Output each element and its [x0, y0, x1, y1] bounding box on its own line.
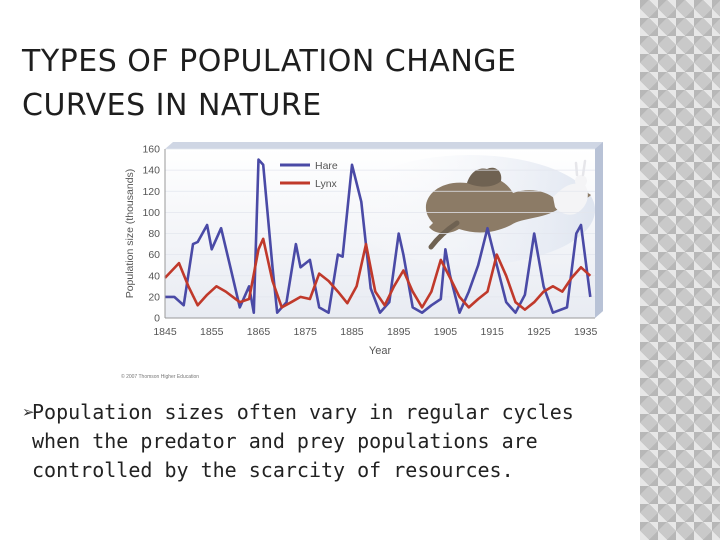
hare-lynx-chart: 0 20 40 60 80 100 120 140 160 1845 1855 1865 1875 188… [115, 135, 610, 385]
x-axis-label: Year [369, 345, 392, 357]
slide-title-line-1: TYPES OF POPULATION CHANGE [22, 44, 517, 79]
lynx-chasing-hare-illustration [345, 155, 595, 265]
bullet-arrow-icon: ➢ [22, 403, 35, 421]
decorative-pattern-strip [640, 0, 720, 540]
y-tick-label: 120 [142, 186, 160, 198]
y-tick-label: 160 [142, 144, 160, 156]
x-tick-label: 1925 [527, 326, 551, 338]
copyright-note: © 2007 Thomson Higher Education [121, 373, 199, 380]
bullet-point: ➢ Population sizes often vary in regular… [22, 398, 632, 485]
x-tick-label: 1865 [247, 326, 271, 338]
x-tick-label: 1875 [294, 326, 318, 338]
slide-title: TYPES OF POPULATION CHANGE CURVES IN NAT… [22, 40, 622, 128]
y-tick-label: 0 [154, 313, 160, 325]
legend-label-lynx: Lynx [315, 178, 338, 190]
x-tick-label: 1855 [200, 326, 224, 338]
y-tick-label: 100 [142, 207, 160, 219]
x-tick-label: 1915 [480, 326, 504, 338]
slide-title-line-2: CURVES IN NATURE [22, 88, 322, 123]
y-tick-label: 40 [148, 270, 160, 282]
y-tick-label: 140 [142, 165, 160, 177]
x-tick-label: 1935 [574, 326, 598, 338]
x-tick-label: 1845 [153, 326, 177, 338]
chart-panel-side [595, 142, 603, 318]
y-tick-label: 60 [148, 249, 160, 261]
x-tick-label: 1885 [340, 326, 364, 338]
y-tick-label: 80 [148, 228, 160, 240]
bullet-text: Population sizes often vary in regular c… [32, 400, 574, 482]
legend-label-hare: Hare [315, 160, 338, 172]
x-tick-label: 1895 [387, 326, 411, 338]
series-line-lynx [164, 237, 592, 311]
x-tick-label: 1905 [434, 326, 458, 338]
y-axis-label: Population size (thousands) [124, 169, 136, 299]
chart-svg: 0 20 40 60 80 100 120 140 160 1845 1855 1865 1875 188… [121, 142, 603, 380]
y-tick-label: 20 [148, 291, 160, 303]
